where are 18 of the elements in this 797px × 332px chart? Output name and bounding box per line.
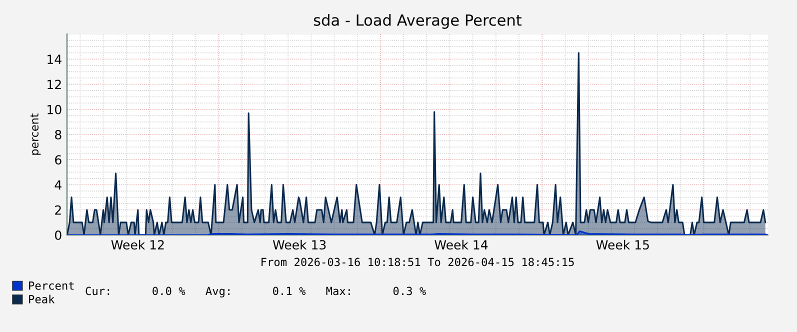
x-tick-label: Week 15 [596,240,649,250]
y-axis-title: percent [30,113,41,155]
legend-label: Peak [29,294,55,304]
x-tick-label: Week 12 [111,240,164,250]
y-tick-label: 0 [55,230,62,240]
y-tick-label: 12 [48,80,61,89]
y-tick-label: 14 [48,54,62,64]
x-tick-label: Week 13 [272,240,326,250]
chart-title: sda - Load Average Percent [314,14,522,29]
y-tick-label: 4 [54,180,62,190]
y-tick-label: 10 [48,104,62,114]
y-tick-label: 8 [55,130,62,140]
text: Cur: 0.0 % Avg: 0.1 % Max: 0.3 % [86,286,426,298]
y-tick-label: 6 [55,155,62,165]
legend-label: Percent [29,282,74,290]
x-tick-label: Week 14 [434,240,488,250]
y-tick-label: 2 [55,205,61,215]
x-axis-title: From 2026-03-16 10:18:51 To 2026-04-15 18:45:15 [262,258,574,266]
